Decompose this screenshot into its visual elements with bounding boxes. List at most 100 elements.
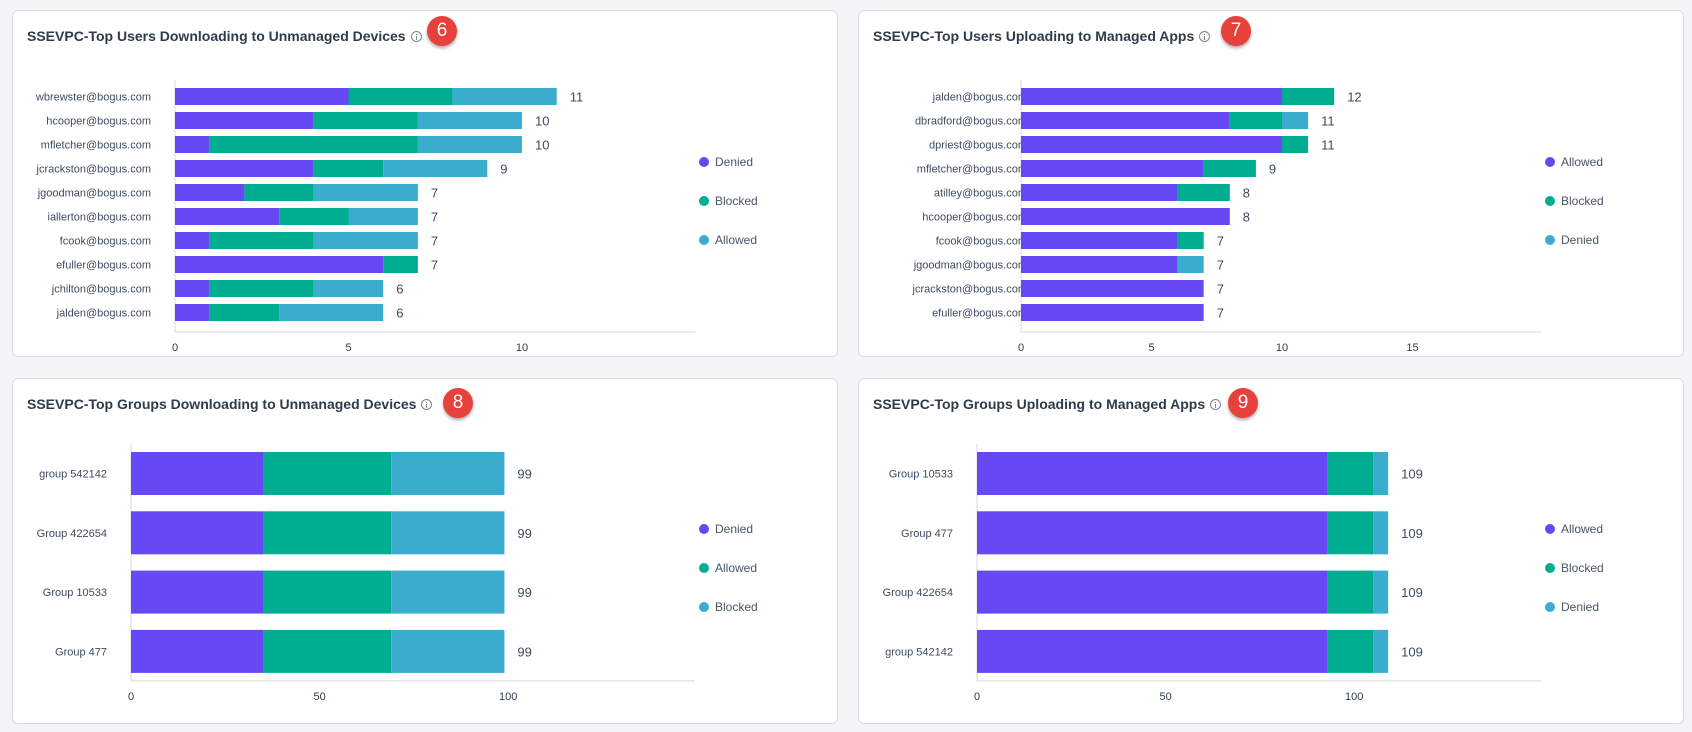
- legend-item[interactable]: Blocked: [1545, 192, 1604, 210]
- legend-item[interactable]: Allowed: [1545, 520, 1604, 538]
- total-label: 7: [1217, 306, 1224, 321]
- chart-title: SSEVPC-Top Groups Uploading to Managed A…: [873, 396, 1222, 412]
- chart-plot: 0 50 100 group 542142 99 Group 422654 99 Group …: [37, 444, 695, 703]
- category-label: atilley@bogus.com: [934, 188, 1027, 200]
- bar-segment-allowed: [1021, 184, 1178, 201]
- x-tick-label: 0: [974, 691, 980, 703]
- bar-segment-denied: [175, 208, 280, 225]
- bar-segment-blocked: [1327, 511, 1374, 555]
- bar-segment-denied: [131, 570, 264, 614]
- bar-segment-allowed: [977, 629, 1328, 673]
- total-label: 11: [570, 90, 584, 105]
- total-label: 6: [396, 282, 403, 297]
- category-label: fcook@bogus.com: [60, 236, 151, 248]
- chart-legend: Denied Blocked Allowed: [699, 153, 758, 270]
- x-tick-label: 5: [345, 342, 351, 354]
- chart-card-groups-uploading: SSEVPC-Top Groups Uploading to Managed A…: [858, 378, 1684, 724]
- category-label: jalden@bogus.com: [932, 92, 1027, 104]
- total-label: 99: [517, 585, 531, 600]
- chart-title: SSEVPC-Top Users Downloading to Unmanage…: [27, 28, 422, 44]
- legend-item[interactable]: Allowed: [699, 559, 758, 577]
- bar-segment-denied: [175, 88, 349, 105]
- info-icon[interactable]: [1199, 30, 1211, 42]
- bar-segment-blocked: [1282, 136, 1309, 153]
- bar-segment-blocked: [391, 570, 505, 614]
- legend-label: Allowed: [715, 233, 758, 247]
- category-label: jcrackston@bogus.com: [36, 164, 152, 176]
- total-label: 12: [1347, 90, 1361, 105]
- total-label: 7: [1217, 282, 1224, 297]
- category-label: Group 477: [901, 528, 953, 540]
- legend-item[interactable]: Allowed: [699, 231, 758, 249]
- bar-segment-blocked: [209, 232, 314, 249]
- legend-item[interactable]: Denied: [699, 153, 758, 171]
- bar-segment-allowed: [1021, 256, 1178, 273]
- bar-segment-blocked: [1282, 88, 1335, 105]
- category-label: Group 477: [55, 646, 107, 658]
- info-icon[interactable]: [1210, 398, 1222, 410]
- legend-item[interactable]: Denied: [699, 520, 758, 538]
- callout-badge: 6: [427, 16, 457, 46]
- total-label: 7: [1217, 258, 1224, 273]
- legend-item[interactable]: Blocked: [699, 192, 758, 210]
- category-label: jcrackston@bogus.com: [912, 284, 1028, 296]
- total-label: 7: [431, 258, 438, 273]
- bar-segment-allowed: [1021, 280, 1204, 297]
- category-label: jalden@bogus.com: [56, 308, 151, 320]
- legend-item[interactable]: Blocked: [699, 598, 758, 616]
- bar-segment-allowed: [313, 232, 418, 249]
- legend-label: Blocked: [1561, 194, 1604, 208]
- bar-segment-allowed: [313, 184, 418, 201]
- bar-segment-denied: [175, 136, 210, 153]
- bar-segment-allowed: [263, 570, 392, 614]
- info-icon[interactable]: [421, 398, 433, 410]
- legend-label: Allowed: [715, 561, 758, 575]
- category-label: mfletcher@bogus.com: [917, 164, 1027, 176]
- bar-segment-allowed: [383, 160, 488, 177]
- bar-segment-blocked: [1203, 160, 1256, 177]
- total-label: 7: [431, 234, 438, 249]
- bar-segment-blocked: [279, 208, 349, 225]
- callout-badge: 8: [443, 388, 473, 418]
- x-tick-label: 0: [172, 342, 178, 354]
- legend-item[interactable]: Denied: [1545, 231, 1604, 249]
- total-label: 9: [1269, 162, 1276, 177]
- bar-segment-denied: [1282, 112, 1309, 129]
- legend-label: Allowed: [1561, 155, 1604, 169]
- legend-label: Blocked: [1561, 561, 1604, 575]
- category-label: hcooper@bogus.com: [46, 116, 151, 128]
- legend-item[interactable]: Blocked: [1545, 559, 1604, 577]
- legend-item[interactable]: Denied: [1545, 598, 1604, 616]
- legend-label: Blocked: [715, 194, 758, 208]
- legend-label: Allowed: [1561, 522, 1604, 536]
- bar-segment-blocked: [348, 88, 453, 105]
- chart-title: SSEVPC-Top Groups Downloading to Unmanag…: [27, 396, 433, 412]
- bar-segment-denied: [175, 280, 210, 297]
- bar-segment-blocked: [391, 511, 505, 555]
- total-label: 10: [535, 138, 549, 153]
- legend-label: Denied: [715, 155, 754, 169]
- bar-segment-allowed: [1021, 88, 1282, 105]
- x-tick-label: 5: [1148, 342, 1154, 354]
- legend-dot: [1545, 524, 1555, 534]
- bar-segment-blocked: [383, 256, 418, 273]
- x-tick-label: 15: [1406, 342, 1418, 354]
- bar-segment-blocked: [1327, 629, 1374, 673]
- category-label: dbradford@bogus.com: [915, 116, 1027, 128]
- category-label: jgoodman@bogus.com: [37, 188, 151, 200]
- category-label: iallerton@bogus.com: [48, 212, 152, 224]
- total-label: 99: [517, 467, 531, 482]
- legend-item[interactable]: Allowed: [1545, 153, 1604, 171]
- bar-segment-blocked: [313, 160, 384, 177]
- bar-segment-allowed: [1021, 136, 1282, 153]
- total-label: 9: [500, 162, 507, 177]
- total-label: 99: [517, 644, 531, 659]
- chart-plot: 0 5 10 15 jalden@bogus.com 12 dbradford@bogus.…: [912, 80, 1541, 354]
- bar-segment-denied: [131, 629, 264, 673]
- info-icon[interactable]: [410, 30, 422, 42]
- category-label: efuller@bogus.com: [56, 260, 151, 272]
- bar-segment-allowed: [1021, 208, 1230, 225]
- bar-segment-allowed: [977, 452, 1328, 495]
- bar-segment-denied: [175, 232, 210, 249]
- chart-plot: 0 50 100 Group 10533 109 Group 477 109 Group 42…: [883, 444, 1541, 703]
